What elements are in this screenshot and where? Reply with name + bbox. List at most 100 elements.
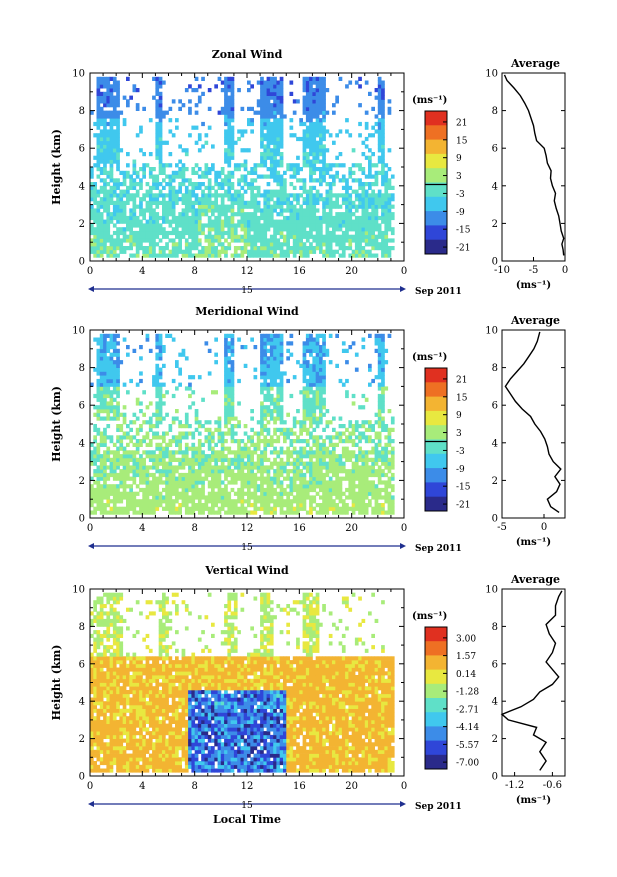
heatmap-cell	[381, 235, 385, 239]
heatmap-cell	[342, 201, 346, 205]
heatmap-cell	[182, 254, 186, 258]
heatmap-cell	[234, 424, 238, 428]
heatmap-cell	[182, 465, 186, 469]
heatmap-cell	[247, 477, 251, 481]
heatmap-cell	[172, 201, 176, 205]
heatmap-cell	[97, 507, 101, 511]
heatmap-cell	[250, 511, 254, 515]
heatmap-cell	[375, 220, 379, 224]
heatmap-cell	[309, 250, 313, 254]
heatmap-cell	[110, 246, 114, 250]
heatmap-cell	[152, 212, 156, 216]
heatmap-cell	[205, 420, 209, 424]
heatmap-cell	[231, 341, 235, 345]
heatmap-cell	[201, 462, 205, 466]
heatmap-cell	[224, 250, 228, 254]
heatmap-cell	[119, 495, 123, 499]
heatmap-cell	[244, 220, 248, 224]
heatmap-cell	[270, 160, 274, 164]
heatmap-cell	[358, 216, 362, 220]
heatmap-cell	[250, 250, 254, 254]
heatmap-cell	[283, 216, 287, 220]
heatmap-cell	[133, 167, 137, 171]
heatmap-cell	[149, 238, 153, 242]
heatmap-cell	[234, 227, 238, 231]
heatmap-cell	[345, 473, 349, 477]
heatmap-cell	[182, 178, 186, 182]
heatmap-cell	[175, 480, 179, 484]
heatmap-cell	[322, 84, 326, 88]
heatmap-cell	[224, 88, 228, 92]
heatmap-cell	[260, 503, 264, 507]
heatmap-cell	[257, 246, 261, 250]
heatmap-cell	[309, 235, 313, 239]
heatmap-cell	[237, 182, 241, 186]
heatmap-cell	[165, 220, 169, 224]
heatmap-cell	[178, 462, 182, 466]
heatmap-cell	[306, 212, 310, 216]
heatmap-cell	[231, 394, 235, 398]
heatmap-cell	[276, 133, 280, 137]
heatmap-cell	[352, 465, 356, 469]
heatmap-cell	[195, 223, 199, 227]
heatmap-cell	[260, 96, 264, 100]
heatmap-cell	[316, 148, 320, 152]
heatmap-cell	[191, 126, 195, 130]
heatmap-cell	[329, 439, 333, 443]
heatmap-cell	[280, 360, 284, 364]
heatmap-cell	[214, 473, 218, 477]
heatmap-cell	[322, 208, 326, 212]
heatmap-cell	[195, 409, 199, 413]
heatmap-cell	[299, 208, 303, 212]
heatmap-cell	[172, 246, 176, 250]
heatmap-cell	[113, 338, 117, 342]
heatmap-cell	[381, 488, 385, 492]
heatmap-cell	[381, 152, 385, 156]
heatmap-cell	[316, 231, 320, 235]
heatmap-cell	[237, 469, 241, 473]
heatmap-cell	[165, 473, 169, 477]
heatmap-cell	[290, 246, 294, 250]
heatmap-cell	[293, 186, 297, 190]
heatmap-cell	[211, 238, 215, 242]
heatmap-cell	[231, 499, 235, 503]
heatmap-cell	[146, 484, 150, 488]
heatmap-cell	[113, 511, 117, 515]
heatmap-cell	[208, 499, 212, 503]
heatmap-cell	[159, 163, 163, 167]
heatmap-cell	[175, 246, 179, 250]
heatmap-cell	[221, 81, 225, 85]
heatmap-cell	[214, 246, 218, 250]
heatmap-cell	[133, 413, 137, 417]
heatmap-cell	[283, 227, 287, 231]
heatmap-cell	[90, 488, 94, 492]
heatmap-cell	[139, 499, 143, 503]
heatmap-cell	[368, 488, 372, 492]
heatmap-cell	[362, 473, 366, 477]
heatmap-cell	[280, 462, 284, 466]
heatmap-cell	[312, 144, 316, 148]
heatmap-cell	[231, 511, 235, 515]
heatmap-cell	[342, 250, 346, 254]
heatmap-cell	[319, 413, 323, 417]
heatmap-cell	[293, 458, 297, 462]
heatmap-cell	[375, 122, 379, 126]
heatmap-cell	[378, 375, 382, 379]
heatmap-cell	[339, 129, 343, 133]
heatmap-cell	[276, 197, 280, 201]
heatmap-cell	[283, 178, 287, 182]
heatmap-cell	[113, 160, 117, 164]
heatmap-cell	[241, 447, 245, 451]
heatmap-cell	[100, 205, 104, 209]
heatmap-cell	[316, 401, 320, 405]
heatmap-cell	[326, 447, 330, 451]
heatmap-cell	[126, 450, 130, 454]
heatmap-cell	[178, 507, 182, 511]
heatmap-cell	[362, 480, 366, 484]
heatmap-cell	[371, 462, 375, 466]
heatmap-cell	[280, 118, 284, 122]
heatmap-cell	[378, 122, 382, 126]
heatmap-cell	[276, 371, 280, 375]
heatmap-cell	[129, 469, 133, 473]
